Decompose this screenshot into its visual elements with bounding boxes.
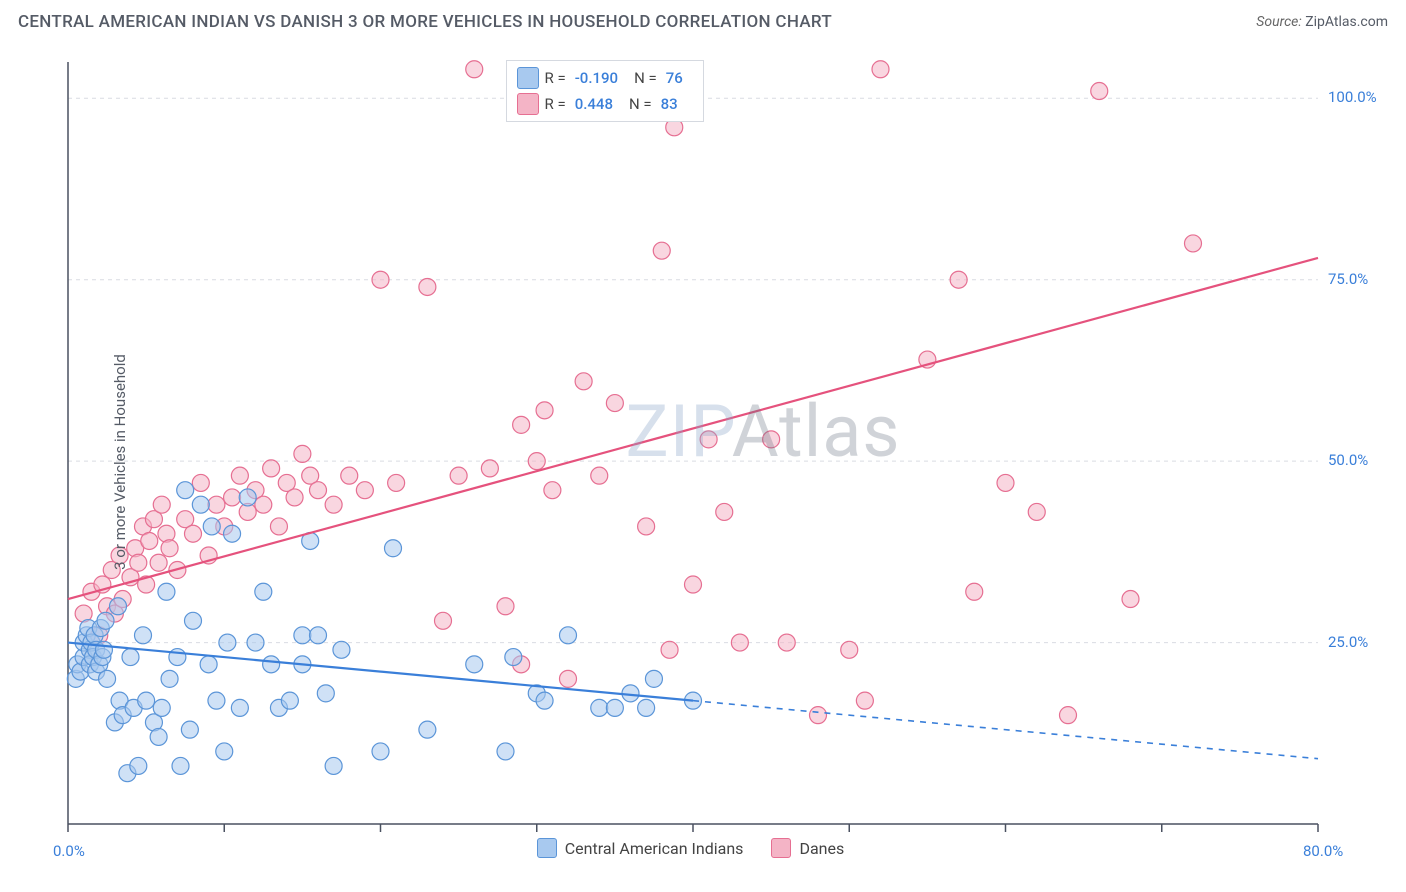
r-value: 0.448 — [575, 95, 613, 113]
scatter-plot — [18, 50, 1388, 874]
legend-swatch — [537, 838, 557, 858]
legend-item: Danes — [771, 838, 844, 858]
n-label: N = — [634, 69, 657, 87]
legend-swatch — [517, 93, 539, 115]
header: CENTRAL AMERICAN INDIAN VS DANISH 3 OR M… — [0, 0, 1406, 40]
chart-title: CENTRAL AMERICAN INDIAN VS DANISH 3 OR M… — [18, 12, 832, 32]
source-attribution: Source: ZipAtlas.com — [1256, 14, 1388, 30]
r-label: R = — [545, 95, 566, 113]
n-value: 83 — [661, 95, 678, 113]
source-name: ZipAtlas.com — [1305, 14, 1388, 30]
legend-row: R = 0.448 N = 83 — [517, 91, 693, 117]
source-label: Source: — [1256, 14, 1301, 30]
legend-label: Danes — [799, 839, 844, 858]
y-tick-label: 75.0% — [1328, 270, 1368, 288]
x-tick-label: 0.0% — [53, 842, 85, 860]
y-tick-label: 50.0% — [1328, 451, 1368, 469]
n-label: N = — [629, 95, 652, 113]
legend-row: R = -0.190 N = 76 — [517, 65, 693, 91]
legend-item: Central American Indians — [537, 838, 744, 858]
x-tick-label: 80.0% — [1303, 842, 1343, 860]
y-axis-label: 3 or more Vehicles in Household — [111, 354, 129, 570]
legend-swatch — [517, 67, 539, 89]
legend-swatch — [771, 838, 791, 858]
y-tick-label: 100.0% — [1328, 88, 1377, 106]
series-legend: Central American Indians Danes — [537, 838, 844, 858]
r-label: R = — [545, 69, 566, 87]
r-value: -0.190 — [575, 69, 618, 87]
y-tick-label: 25.0% — [1328, 633, 1368, 651]
correlation-legend: R =-0.190N =76R =0.448N =83 — [506, 60, 704, 122]
n-value: 76 — [666, 69, 683, 87]
legend-label: Central American Indians — [565, 839, 744, 858]
chart-area: 3 or more Vehicles in Household — [18, 50, 1388, 874]
